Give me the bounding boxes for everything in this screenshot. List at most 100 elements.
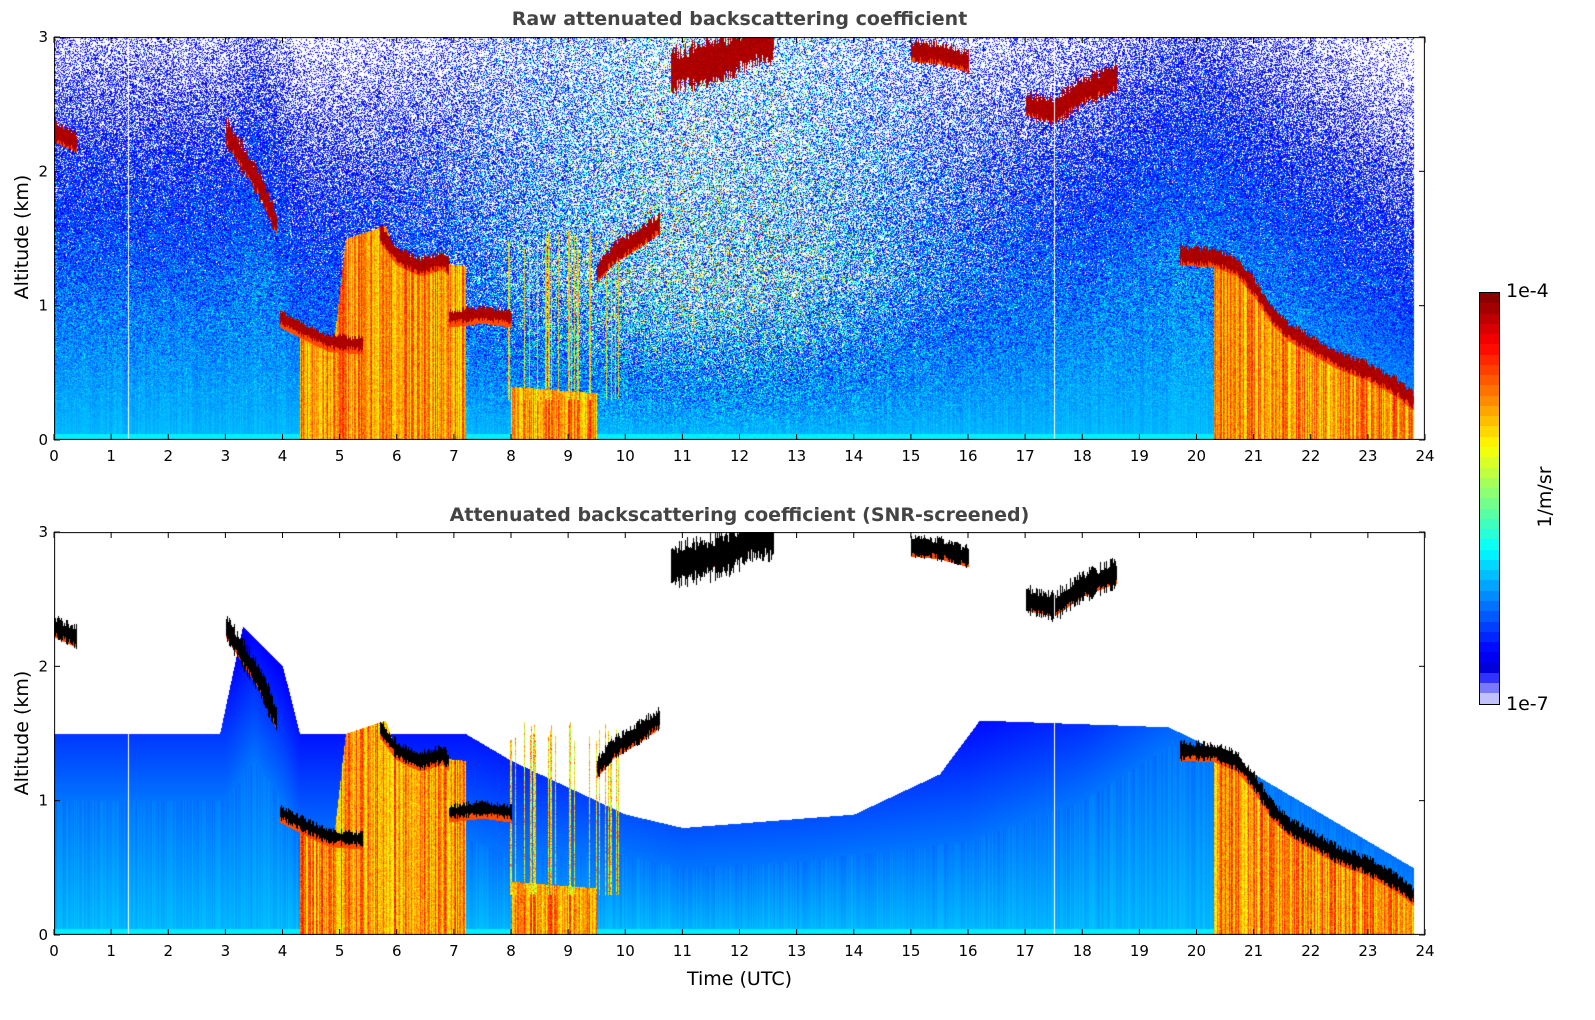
colorbar-segment [1480,467,1499,478]
x-tick-label: 12 [730,942,749,960]
y-tick-label: 3 [38,523,48,541]
colorbar-segment [1480,508,1499,519]
colorbar-segment [1480,529,1499,540]
x-tick-label: 22 [1301,942,1320,960]
screened-backscatter-heatmap [54,532,1425,935]
x-tick-label: 21 [1244,447,1263,465]
x-tick-label: 3 [221,447,231,465]
y-tick-label: 0 [38,431,48,449]
colorbar-segment [1480,364,1499,376]
colorbar-segment [1480,375,1499,386]
colorbar-segment [1480,405,1499,417]
x-tick-label: 11 [673,942,692,960]
y-tick-label: 2 [38,162,48,180]
x-tick-label: 22 [1301,447,1320,465]
y-tick-label: 0 [38,926,48,944]
x-tick-label: 10 [616,447,635,465]
colorbar-segment [1480,426,1499,437]
x-tick-label: 16 [958,942,977,960]
colorbar-segment [1480,683,1499,694]
x-tick-label: 17 [1016,447,1035,465]
colorbar-segment [1480,313,1499,324]
y-tick-label: 1 [38,297,48,315]
x-tick-label: 1 [106,447,116,465]
raw-backscatter-heatmap [54,37,1425,440]
x-tick-label: 24 [1415,447,1434,465]
x-tick-label: 13 [787,942,806,960]
colorbar-segment [1480,334,1499,345]
colorbar-segment [1480,600,1499,612]
x-tick-label: 18 [1073,447,1092,465]
x-tick-label: 20 [1187,942,1206,960]
colorbar-segment [1480,539,1499,550]
x-tick-label: 8 [506,447,516,465]
x-tick-label: 0 [49,447,59,465]
colorbar-segment [1480,498,1499,509]
x-tick-label: 24 [1415,942,1434,960]
colorbar-segment [1480,416,1499,427]
x-tick-label: 8 [506,942,516,960]
x-tick-label: 13 [787,447,806,465]
colorbar-segment [1480,580,1499,591]
x-tick-label: 7 [449,942,459,960]
axes-panel-0: 0 1 2 3 4 5 6 7 8 9 10 11 12 13 14 15 16 17 18 19 20 21 22 23 24… [38,28,1434,465]
x-tick-label: 10 [616,942,635,960]
colorbar-segment [1480,354,1499,365]
y-tick-label: 3 [38,28,48,46]
x-tick-label: 23 [1358,447,1377,465]
colorbar-segment [1480,549,1499,560]
colorbar-segment [1480,570,1499,581]
x-tick-label: 23 [1358,942,1377,960]
x-tick-label: 19 [1130,942,1149,960]
x-tick-label: 3 [221,942,231,960]
x-tick-label: 9 [563,942,573,960]
colorbar-segment [1480,631,1499,643]
x-tick-label: 2 [163,942,173,960]
x-tick-label: 5 [335,942,345,960]
screened-backscatter-panel: 0 1 2 3 4 5 6 7 8 9 10 11 12 13 14 15 16 17 18 19 20 21 22 23 24… [38,523,1434,960]
x-tick-label: 14 [844,942,863,960]
colorbar-segment [1480,344,1499,355]
colorbar-segment [1480,477,1499,489]
x-tick-label: 16 [958,447,977,465]
colorbar-segment [1480,385,1499,396]
colorbar-segment [1480,436,1499,447]
colorbar-min-label: 1e-7 [1506,693,1549,715]
x-tick-label: 14 [844,447,863,465]
colorbar-segment [1480,642,1499,653]
colorbar-segment [1480,488,1499,499]
colorbar [1479,292,1500,705]
x-tick-label: 9 [563,447,573,465]
x-tick-label: 4 [278,942,288,960]
x-tick-label: 1 [106,942,116,960]
colorbar-segment [1480,652,1499,663]
axes-panel-1: 0 1 2 3 4 5 6 7 8 9 10 11 12 13 14 15 16 17 18 19 20 21 22 23 24… [38,523,1434,960]
x-tick-label: 11 [673,447,692,465]
colorbar-segment [1480,693,1499,704]
x-tick-label: 15 [901,942,920,960]
colorbar-unit-label: 1/m/sr [1534,466,1556,528]
x-tick-label: 6 [392,447,402,465]
colorbar-segment [1480,518,1499,530]
top-panel-title: Raw attenuated backscattering coefficien… [511,8,968,30]
colorbar-segment [1480,293,1499,304]
x-tick-label: 15 [901,447,920,465]
colorbar-segment [1480,323,1499,335]
colorbar-segment [1480,590,1499,601]
colorbar-segment [1480,662,1499,673]
colorbar-segment [1480,611,1499,622]
x-tick-label: 18 [1073,942,1092,960]
x-tick-label: 21 [1244,942,1263,960]
x-tick-label: 0 [49,942,59,960]
colorbar-segment [1480,559,1499,571]
colorbar-segment [1480,672,1499,684]
x-tick-label: 4 [278,447,288,465]
colorbar-max-label: 1e-4 [1506,280,1549,302]
colorbar-segment [1480,395,1499,406]
x-tick-label: 2 [163,447,173,465]
bottom-panel-title: Attenuated backscattering coefficient (S… [449,504,1030,526]
x-tick-label: 20 [1187,447,1206,465]
x-axis-label: Time (UTC) [686,968,793,990]
top-y-axis-label: Altitude (km) [11,174,33,300]
colorbar-segment [1480,457,1499,468]
